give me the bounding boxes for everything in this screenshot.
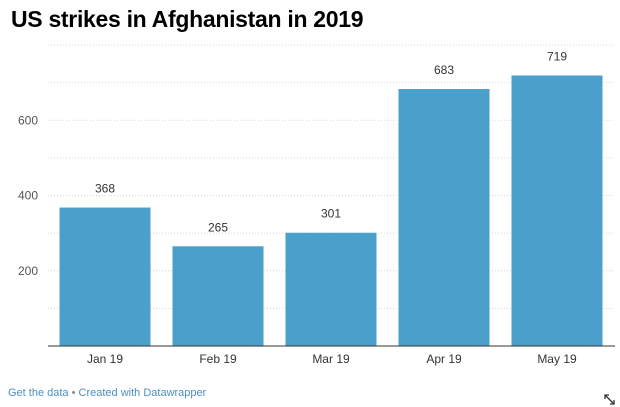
get-data-link[interactable]: Get the data <box>8 387 69 399</box>
bar <box>399 89 490 346</box>
data-label: 719 <box>547 49 567 63</box>
data-label: 368 <box>95 182 115 196</box>
y-tick-label: 400 <box>18 189 38 203</box>
x-tick-label: Jan 19 <box>87 352 123 366</box>
bar <box>286 233 377 346</box>
resize-arrow-icon[interactable] <box>603 393 617 407</box>
x-tick-label: May 19 <box>537 352 577 366</box>
chart-footer: Get the data • Created with Datawrapper <box>8 387 206 399</box>
bar <box>60 208 151 346</box>
y-tick-label: 600 <box>18 113 38 127</box>
footer-separator: • <box>72 387 76 399</box>
x-tick-label: Mar 19 <box>312 352 350 366</box>
bar-chart: 200 400 600 368 Jan 19 265 Feb 19 301 Mar 19 683 A… <box>0 0 620 380</box>
y-tick-label: 200 <box>18 264 38 278</box>
bar <box>512 75 603 346</box>
data-label: 683 <box>434 63 454 77</box>
x-tick-label: Apr 19 <box>426 352 462 366</box>
datawrapper-link[interactable]: Created with Datawrapper <box>79 387 207 399</box>
bar <box>173 246 264 346</box>
x-tick-label: Feb 19 <box>199 352 237 366</box>
data-label: 265 <box>208 220 228 234</box>
data-label: 301 <box>321 207 341 221</box>
